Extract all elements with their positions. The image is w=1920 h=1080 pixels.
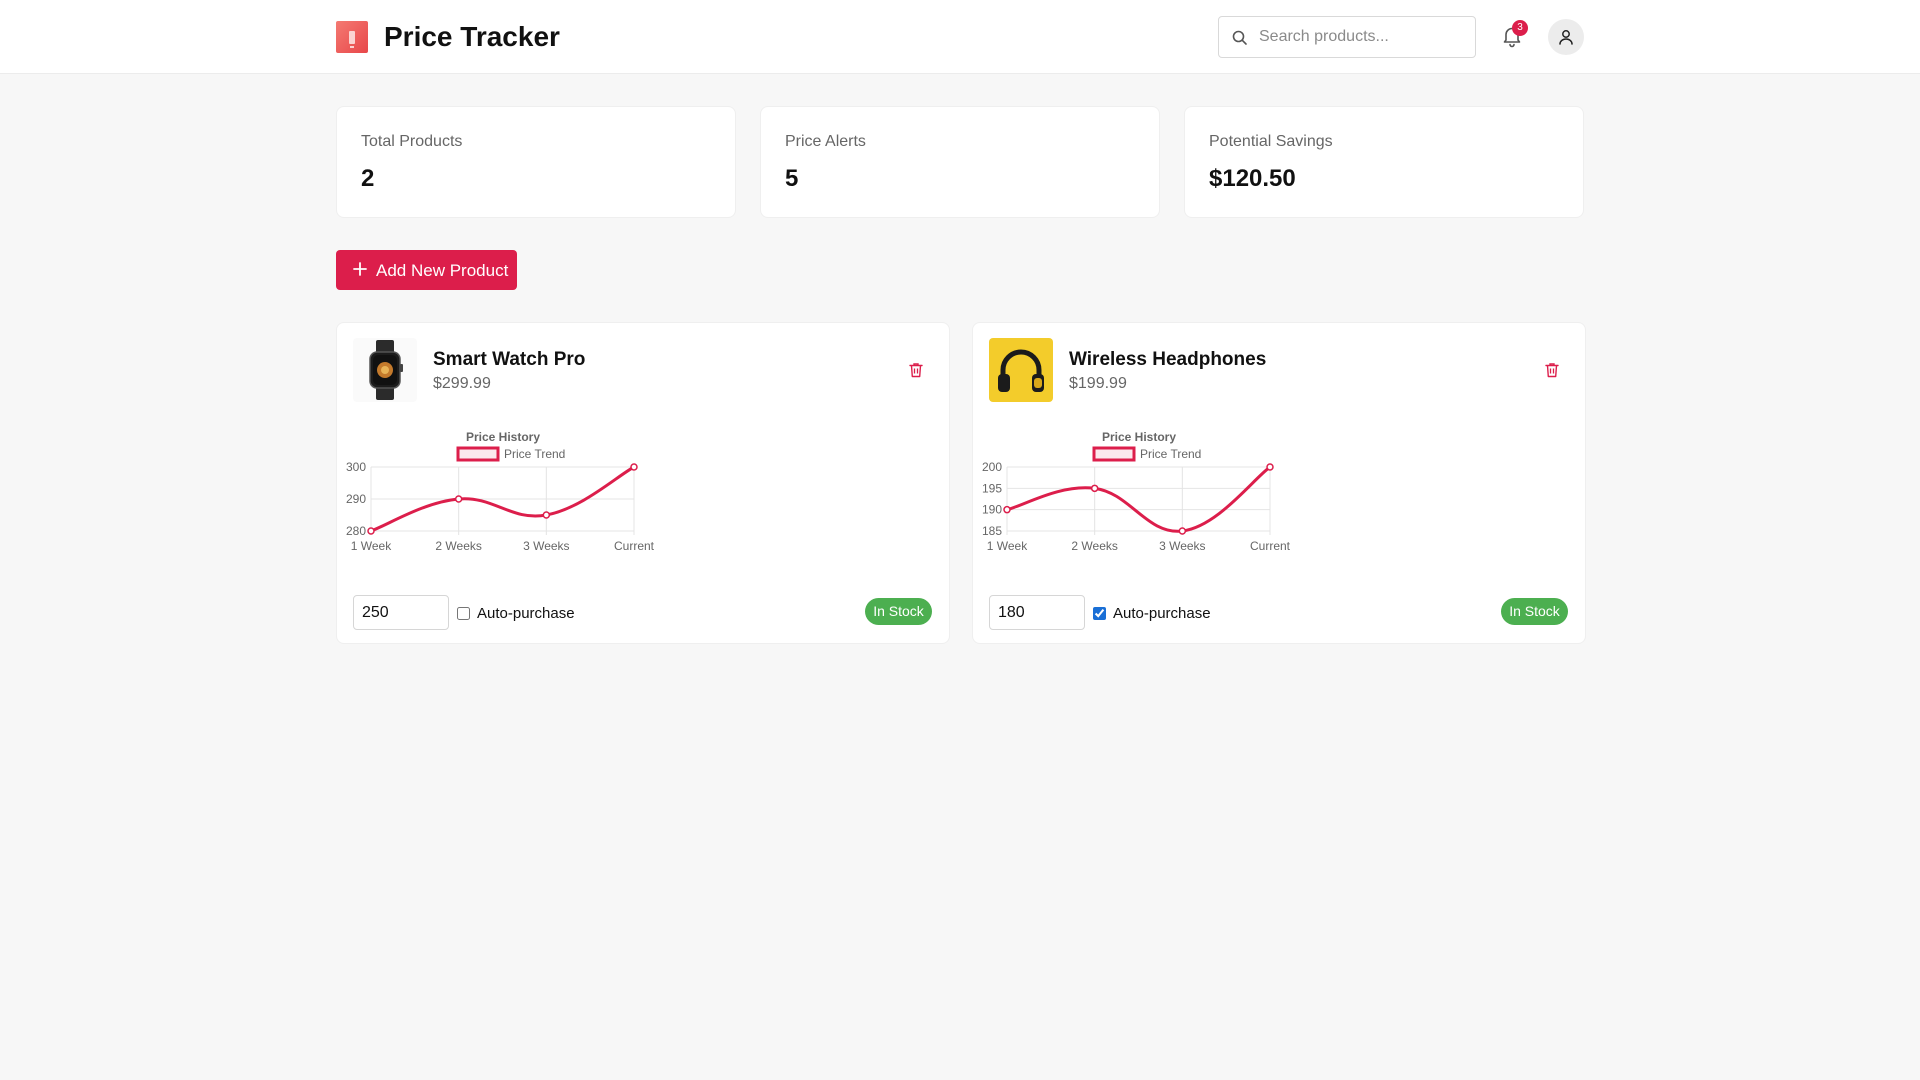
auto-purchase-checkbox[interactable] — [1093, 607, 1106, 620]
data-point — [542, 511, 551, 519]
delete-product-button-icon[interactable] — [907, 361, 925, 379]
product-name: Wireless Headphones — [1069, 349, 1267, 370]
stat-card-total-products: Total Products 2 — [336, 106, 736, 218]
data-point — [454, 495, 463, 503]
product-price: $299.99 — [433, 375, 491, 392]
stock-status-badge: In Stock — [1501, 598, 1568, 625]
target-price-input[interactable] — [989, 595, 1085, 630]
legend-label: Price Trend — [1140, 447, 1201, 461]
price-trend-line — [1006, 465, 1271, 533]
data-point — [1266, 463, 1274, 471]
headphones-image — [989, 338, 1053, 402]
delete-product-button-icon[interactable] — [1543, 361, 1561, 379]
legend-swatch — [456, 446, 500, 462]
x-tick-label: 3 Weeks — [1159, 539, 1205, 553]
x-tick-label: 3 Weeks — [523, 539, 569, 553]
x-tick-label: 1 Week — [987, 539, 1028, 553]
chart-title: Price History — [1102, 430, 1176, 444]
search-icon — [1232, 30, 1247, 45]
add-new-product-button[interactable]: Add New Product — [336, 250, 517, 290]
y-tick-label: 200 — [982, 460, 1002, 474]
y-tick-label: 190 — [982, 503, 1002, 517]
auto-purchase-checkbox[interactable] — [457, 607, 470, 620]
user-icon — [1559, 30, 1573, 45]
auto-purchase-label: Auto-purchase — [1113, 605, 1211, 622]
x-tick-label: 2 Weeks — [435, 539, 481, 553]
y-tick-label: 300 — [346, 460, 366, 474]
x-tick-label: 2 Weeks — [1071, 539, 1117, 553]
notification-badge: 3 — [1512, 20, 1528, 36]
x-tick-label: Current — [1250, 539, 1291, 553]
y-tick-label: 195 — [982, 481, 1002, 495]
product-card-smart-watch: Smart Watch Pro $299.99 Price History Pri… — [336, 322, 950, 644]
add-new-product-label: Add New Product — [376, 261, 509, 280]
app-title: Price Tracker — [384, 21, 560, 52]
stat-label: Potential Savings — [1209, 133, 1333, 150]
auto-purchase-label: Auto-purchase — [477, 605, 575, 622]
search-box — [1218, 16, 1476, 58]
stat-value: $120.50 — [1209, 165, 1296, 192]
data-point — [630, 463, 638, 471]
data-point — [1178, 527, 1187, 535]
legend-swatch — [1092, 446, 1136, 462]
top-header: Price Tracker 3 — [0, 0, 1920, 74]
y-tick-label: 290 — [346, 492, 366, 506]
target-price-input[interactable] — [353, 595, 449, 630]
plus-icon — [353, 262, 367, 276]
stat-card-potential-savings: Potential Savings $120.50 — [1184, 106, 1584, 218]
stat-value: 5 — [785, 165, 799, 192]
chart-title: Price History — [466, 430, 540, 444]
user-avatar-button[interactable] — [1548, 19, 1584, 55]
data-point — [1003, 505, 1011, 514]
search-input[interactable] — [1259, 17, 1469, 57]
y-tick-label: 185 — [982, 524, 1002, 538]
y-tick-label: 280 — [346, 524, 366, 538]
stat-label: Total Products — [361, 133, 463, 150]
stat-card-price-alerts: Price Alerts 5 — [760, 106, 1160, 218]
product-price: $199.99 — [1069, 375, 1127, 392]
stat-label: Price Alerts — [785, 133, 866, 150]
data-point — [1090, 484, 1099, 493]
product-card-wireless-headphones: Wireless Headphones $199.99 Price Histor… — [972, 322, 1586, 644]
stat-value: 2 — [361, 165, 375, 192]
stock-status-badge: In Stock — [865, 598, 932, 625]
price-trend-line — [370, 465, 635, 533]
logo-icon — [336, 21, 368, 53]
data-point — [367, 527, 375, 535]
x-tick-label: 1 Week — [351, 539, 392, 553]
x-tick-label: Current — [614, 539, 655, 553]
legend-label: Price Trend — [504, 447, 565, 461]
smartwatch-image — [353, 338, 417, 402]
product-name: Smart Watch Pro — [433, 349, 586, 370]
